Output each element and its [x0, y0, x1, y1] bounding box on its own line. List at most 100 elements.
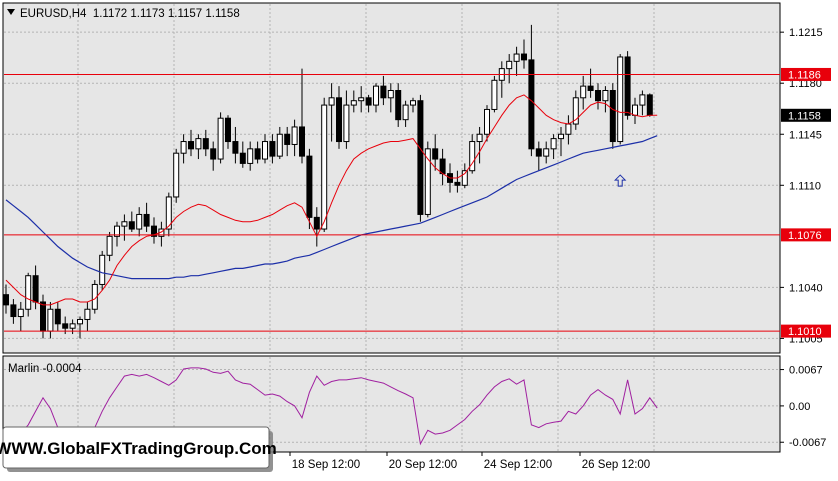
candle: [247, 141, 254, 171]
candle: [424, 141, 431, 218]
candle-body: [99, 254, 106, 285]
candle: [143, 202, 150, 232]
candle-body: [402, 104, 409, 121]
candle: [646, 93, 653, 117]
candle: [173, 148, 180, 203]
candle: [336, 86, 342, 149]
candle: [476, 126, 483, 164]
candle-body: [47, 308, 54, 332]
candle-body: [521, 53, 527, 61]
collapse-triangle-icon[interactable]: [7, 9, 15, 15]
level-price-label: 1.1076: [788, 230, 822, 242]
candle: [10, 299, 17, 324]
candle-body: [17, 308, 24, 318]
candle: [639, 90, 646, 116]
candle: [417, 94, 424, 222]
candle: [572, 90, 579, 130]
candle-body: [602, 90, 609, 102]
candle: [513, 46, 520, 76]
candle: [609, 83, 616, 149]
indicator-label: Marlin -0.0004: [8, 363, 82, 375]
watermark: WWW.GlobalFXTradingGroup.Com: [0, 426, 277, 472]
candle: [491, 75, 498, 113]
candle-body: [350, 100, 357, 106]
candle-body: [77, 318, 83, 325]
candle-body: [84, 308, 91, 320]
candle: [380, 75, 387, 106]
candle-body: [632, 104, 638, 116]
candle-body: [54, 308, 61, 325]
candle-body: [535, 148, 542, 157]
candle: [195, 134, 202, 160]
candle: [239, 141, 246, 168]
candle-body: [461, 170, 468, 186]
candle-body: [373, 85, 379, 106]
candle: [291, 119, 298, 157]
candle-body: [543, 148, 550, 157]
main-panel[interactable]: [2, 2, 781, 354]
candle-body: [106, 235, 113, 256]
candle: [232, 126, 239, 164]
candle-body: [128, 221, 135, 230]
level-price-label: 1.1010: [788, 326, 822, 338]
indicator-scale: 0.0067 0.00 -0.0067: [780, 365, 826, 449]
level-price-tag: [781, 324, 831, 338]
candle-body: [217, 117, 224, 160]
candle-body: [328, 97, 335, 106]
candle: [180, 134, 187, 164]
candle-body: [358, 97, 365, 102]
candle-body: [639, 94, 646, 106]
candle-body: [291, 126, 298, 145]
candle: [328, 83, 335, 142]
candle-body: [313, 216, 320, 230]
candle: [461, 163, 468, 189]
candle: [535, 141, 542, 171]
candle: [469, 134, 476, 174]
candle-body: [484, 108, 490, 135]
candle-body: [269, 141, 276, 157]
candle-body: [617, 56, 624, 143]
indicator-plot: [5, 367, 658, 446]
candle: [77, 316, 83, 339]
candle: [358, 86, 365, 113]
candle: [121, 214, 128, 241]
candle-body: [528, 59, 535, 150]
indicator-tick-label: -0.0067: [789, 437, 826, 449]
candle-body: [491, 79, 498, 110]
candle: [506, 54, 513, 84]
candle-body: [69, 323, 76, 329]
candle-body: [417, 100, 424, 215]
candle: [106, 231, 113, 262]
candle: [91, 280, 98, 314]
candle-body: [232, 141, 239, 154]
price-scale[interactable]: 1.12151.11801.11451.11101.10401.10051.11…: [780, 27, 831, 345]
candle: [99, 250, 106, 291]
candle: [484, 105, 490, 142]
candle: [210, 141, 217, 171]
candle-body: [276, 133, 283, 157]
fast-moving-average-line: [5, 94, 658, 306]
candle-body: [572, 97, 579, 125]
candle: [373, 83, 379, 113]
candle-body: [62, 323, 69, 329]
time-tick-label: 18 Sep 12:00: [292, 459, 360, 471]
candle: [387, 83, 394, 113]
candle: [528, 24, 535, 157]
candle-body: [254, 148, 261, 160]
candle-body: [195, 138, 202, 150]
candle: [151, 217, 157, 244]
candle: [3, 284, 9, 314]
price-tick-label: 1.1180: [789, 78, 822, 90]
candle-body: [188, 141, 194, 150]
candle-body: [136, 213, 143, 230]
candle: [595, 83, 601, 110]
candle-body: [550, 138, 557, 150]
price-tick-label: 1.1040: [789, 282, 823, 294]
indicator-tick-label: 0.00: [789, 401, 810, 413]
time-tick-label: 24 Sep 12:00: [484, 459, 552, 471]
candle: [602, 86, 609, 113]
price-plot: [3, 24, 780, 339]
candle-body: [225, 117, 231, 143]
indicator-tick-label: 0.0067: [789, 365, 823, 377]
candle: [276, 126, 283, 160]
